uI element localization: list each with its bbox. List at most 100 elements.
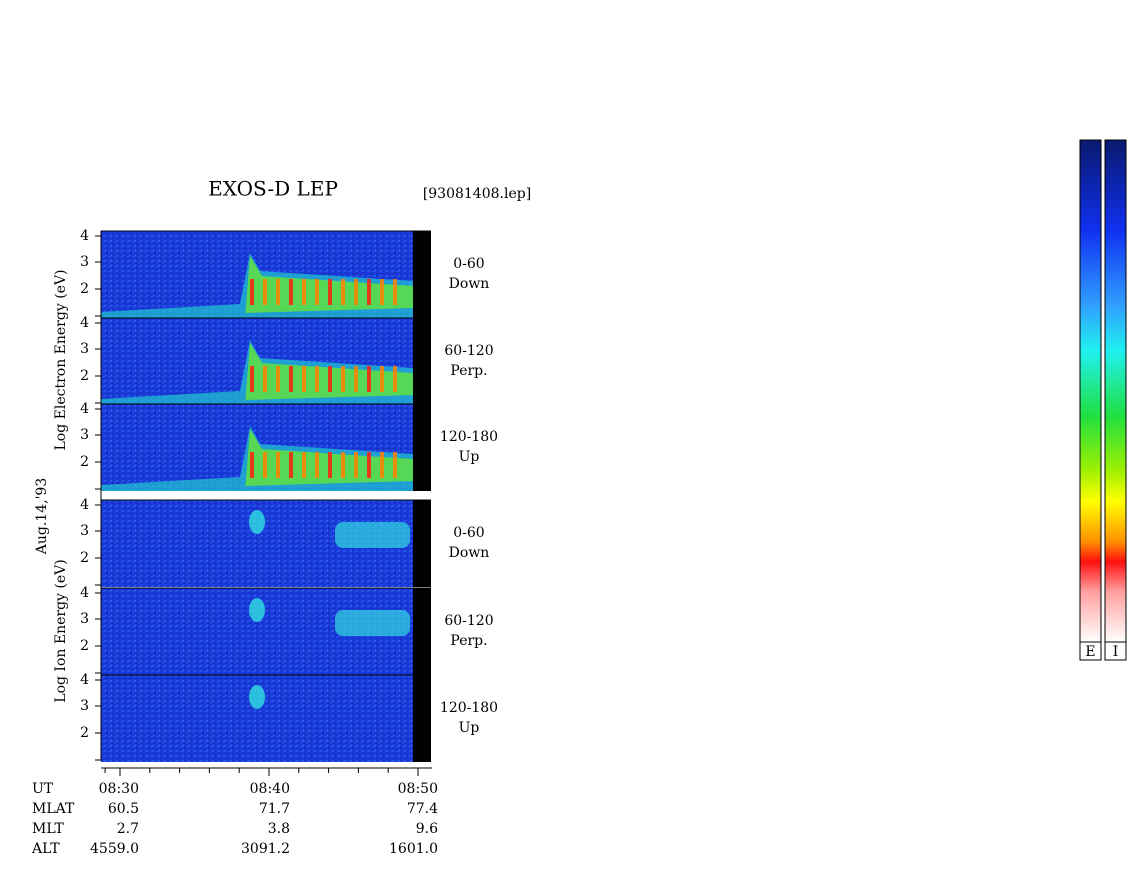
burst [393,452,397,478]
burst [354,366,358,392]
color-bar [1079,139,1102,643]
burst [289,452,293,478]
color-bar-label: I [1113,644,1119,660]
burst [302,279,306,305]
burst [289,366,293,392]
burst [302,452,306,478]
row-label: ALT [31,841,60,857]
y-tick-label: 3 [80,611,89,627]
date-label: Aug.14,'93 [34,478,50,555]
row-label: MLAT [32,801,75,817]
burst [367,279,371,305]
burst [276,279,280,305]
file-name: [93081408.lep] [423,186,531,202]
burst [393,366,397,392]
ion-burst [249,685,265,709]
data-gap [413,500,431,587]
data-gap [413,588,431,675]
row-value: 08:40 [250,781,290,797]
pitch-angle-label: 60-120 [444,343,493,359]
y-tick-label: 4 [80,585,89,601]
burst [289,279,293,305]
y-tick-label: 2 [80,550,89,566]
ion-panel: 4 3 2 60-120 Perp. [80,585,494,675]
ion-burst [249,510,265,534]
burst [276,452,280,478]
ion-panel: 4 3 2 120-180 Up [80,672,498,762]
burst [315,279,319,305]
y-tick-label: 3 [80,523,89,539]
y-tick-label: 3 [80,427,89,443]
burst [380,452,384,478]
title: EXOS-D LEP [208,177,338,201]
ion-burst [249,598,265,622]
burst [341,279,345,305]
pitch-angle-label: 60-120 [444,613,493,629]
direction-label: Up [459,720,480,736]
electron-panel: 4 3 2 0-60 Down [80,228,489,318]
data-gap [413,675,431,762]
pitch-angle-label: 0-60 [453,256,484,272]
electron-panel: 4 3 2 60-120 Perp. [80,315,494,405]
burst [367,452,371,478]
y-tick-label: 2 [80,281,89,297]
direction-label: Perp. [450,633,487,649]
burst [250,366,254,392]
row-value: 71.7 [259,801,290,817]
ion-panel: 4 3 2 0-60 Down [80,497,489,587]
row-value: 08:30 [99,781,139,797]
direction-label: Down [449,276,490,292]
data-gap [413,231,431,318]
row-value: 2.7 [117,821,139,837]
y-tick-label: 2 [80,454,89,470]
ion-band [335,610,410,636]
time-axis [101,767,432,776]
y-tick-label: 3 [80,341,89,357]
y-tick-label: 2 [80,368,89,384]
y-tick-label: 2 [80,725,89,741]
pitch-angle-label: 0-60 [453,525,484,541]
row-label: UT [32,781,54,797]
pitch-angle-label: 120-180 [440,700,498,716]
burst [263,452,267,478]
burst [328,452,332,478]
ion-band [335,522,410,548]
row-value: 3.8 [268,821,290,837]
color-bar-label-box [1079,641,1102,661]
electron-axis-label: Log Electron Energy (eV) [53,269,69,450]
y-tick-label: 4 [80,401,89,417]
y-tick-label: 4 [80,315,89,331]
y-tick-label: 3 [80,254,89,270]
direction-label: Down [449,545,490,561]
ion-axis-label: Log Ion Energy (eV) [53,559,69,702]
color-bar-label: E [1085,644,1095,660]
data-gap [413,318,431,405]
pitch-angle-label: 120-180 [440,429,498,445]
burst [367,366,371,392]
y-tick-label: 4 [80,672,89,688]
y-tick-label: 3 [80,698,89,714]
data-gap [413,404,431,491]
burst [328,366,332,392]
row-value: 9.6 [416,821,438,837]
burst [315,452,319,478]
burst [315,366,319,392]
color-bar-label-box [1104,641,1127,661]
row-value: 77.4 [407,801,438,817]
burst [276,366,280,392]
burst [341,366,345,392]
y-tick-label: 4 [80,228,89,244]
row-value: 3091.2 [241,841,290,857]
electron-panel: 4 3 2 120-180 Up [80,401,498,491]
burst [250,452,254,478]
burst [328,279,332,305]
burst [393,279,397,305]
burst [380,366,384,392]
burst [341,452,345,478]
burst [354,452,358,478]
burst [302,366,306,392]
burst [250,279,254,305]
row-value: 60.5 [108,801,139,817]
burst [263,366,267,392]
